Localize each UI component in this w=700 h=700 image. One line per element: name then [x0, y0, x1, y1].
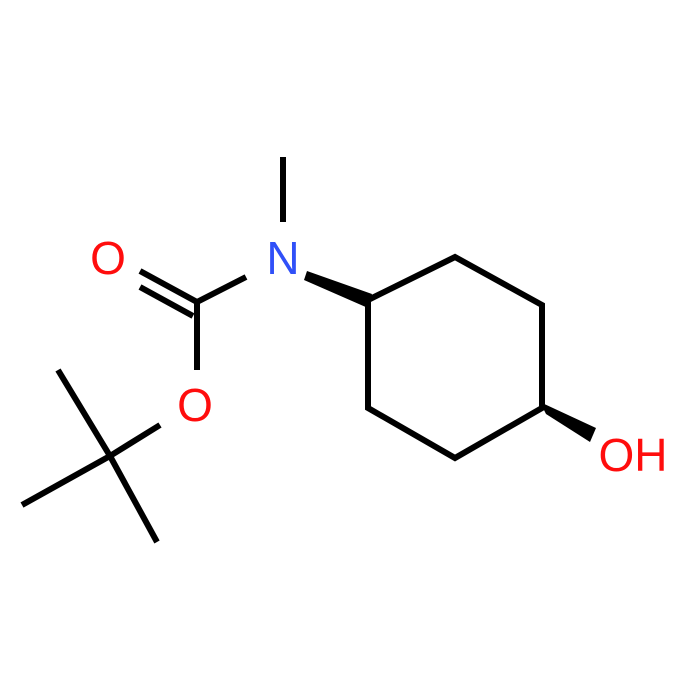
atom-label: O — [90, 232, 126, 284]
wedge-bond — [304, 271, 372, 308]
bond — [108, 422, 162, 459]
atom-label: O — [177, 379, 213, 431]
bond — [55, 368, 113, 458]
bond — [20, 453, 112, 508]
bond — [195, 274, 248, 305]
ring — [365, 253, 545, 462]
bond — [107, 454, 160, 544]
atom-label: N — [266, 232, 299, 284]
bond — [138, 268, 199, 305]
wedge-bond — [540, 402, 596, 442]
bond — [138, 284, 195, 319]
atom-label: OH — [599, 429, 668, 481]
bonds — [20, 157, 596, 544]
